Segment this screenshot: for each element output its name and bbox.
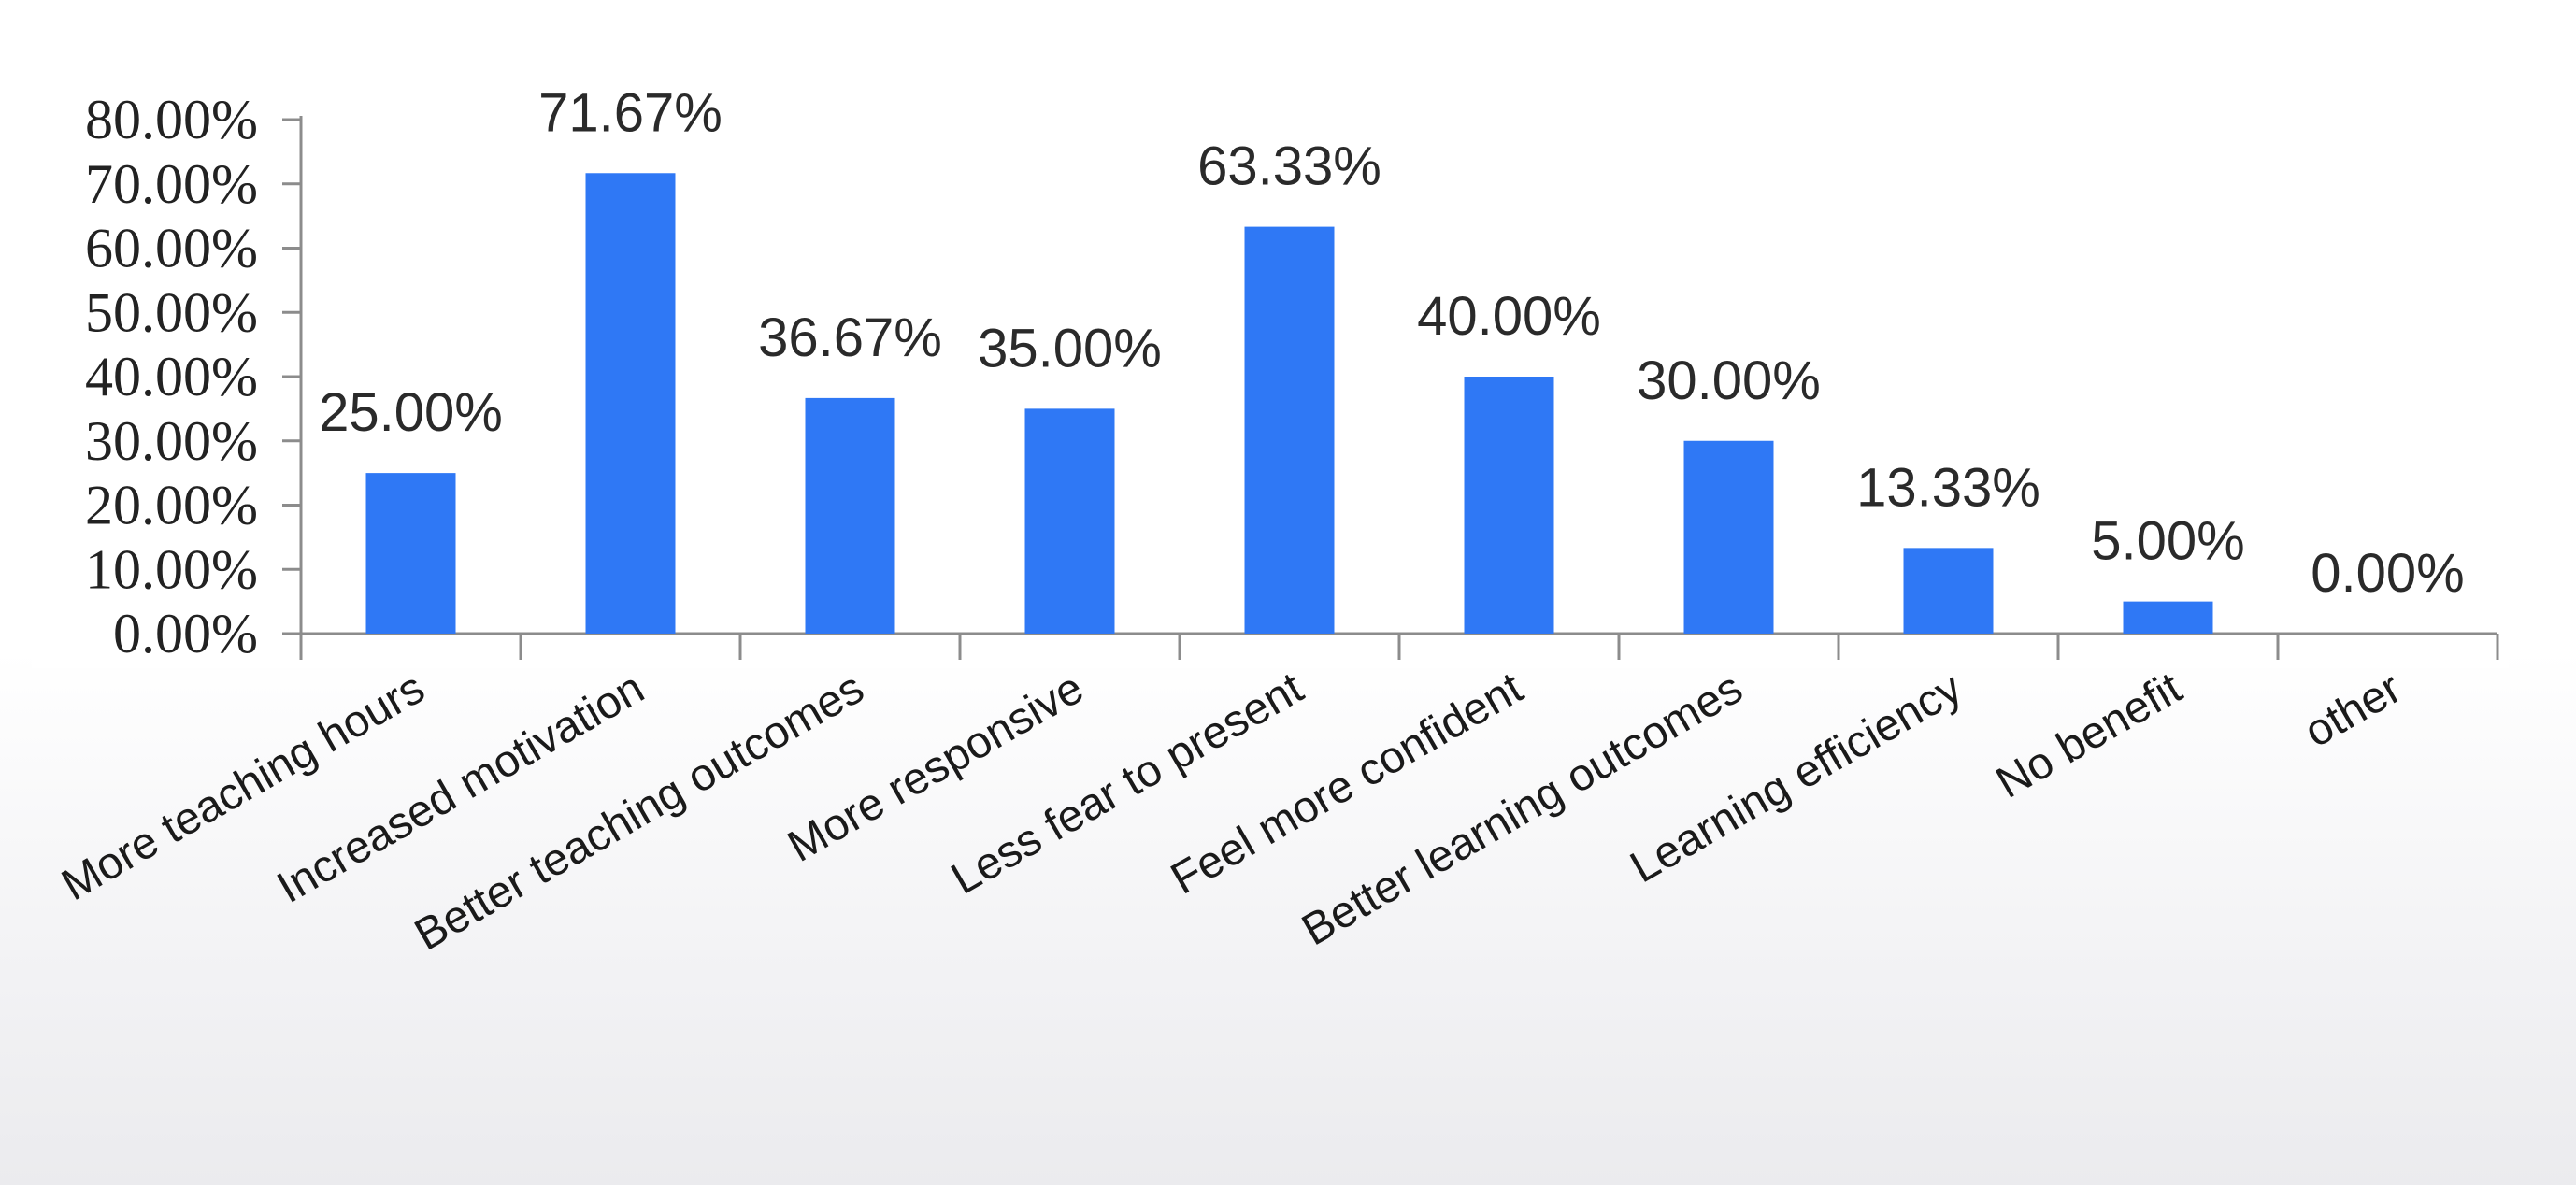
y-tick-label: 60.00% [85,218,258,279]
y-tick-label: 70.00% [85,153,258,215]
y-tick-label: 30.00% [85,410,258,472]
x-tick-label: No benefit [1988,664,2190,808]
data-label: 5.00% [2091,511,2244,572]
x-tick-label: Increased motivation [269,664,652,913]
data-label: 30.00% [1637,350,1821,411]
data-label: 25.00% [319,382,503,443]
y-tick-label: 20.00% [85,475,258,536]
data-labels-group: 25.00% 71.67% 36.67% 35.00% 63.33% 40.00% 30.0… [319,82,2465,604]
y-tick-label: 0.00% [113,603,258,664]
data-label: 40.00% [1417,286,1601,347]
data-label: 13.33% [1856,457,2040,518]
y-tick-label: 10.00% [85,538,258,600]
data-label: 71.67% [538,82,723,143]
x-tick-label: other [2297,664,2410,758]
bar [1464,377,1554,634]
bar [1903,548,1994,634]
bar [1683,440,1774,634]
bar [1244,226,1335,634]
bar [1024,408,1115,634]
y-tick-label: 50.00% [85,281,258,343]
bar [2123,601,2213,634]
x-tick-label: Feel more confident [1163,664,1531,905]
y-tick-label: 40.00% [85,346,258,407]
y-tick-label: 80.00% [85,89,258,150]
data-label: 63.33% [1197,136,1381,197]
bar [365,473,456,634]
data-label: 36.67% [758,307,942,368]
data-label: 0.00% [2311,543,2464,604]
bar [805,397,895,634]
bar [585,173,676,635]
x-tick-label: Less fear to present [943,664,1311,905]
x-tick-label: More teaching hours [54,664,433,911]
data-label: 35.00% [978,318,1162,378]
bars-group [365,173,2213,635]
y-axis: 0.00%10.00%20.00%30.00%40.00%50.00%60.00… [85,89,303,664]
